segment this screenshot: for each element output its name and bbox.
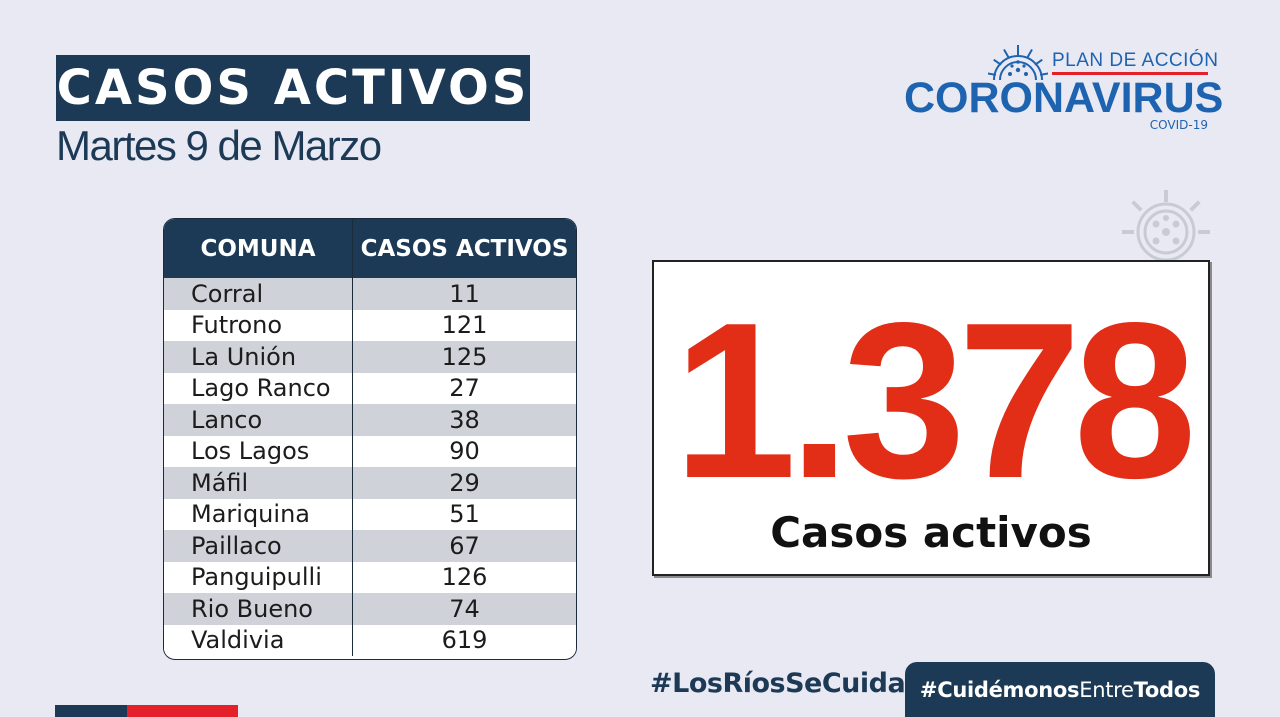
comuna-cell: Lanco xyxy=(164,404,353,436)
hashtag-part-2: Entre xyxy=(1079,677,1134,702)
comuna-cell: La Unión xyxy=(164,341,353,373)
comuna-cell: Los Lagos xyxy=(164,435,353,467)
casos-cell: 619 xyxy=(441,626,488,655)
comuna-cell: Paillaco xyxy=(164,530,353,562)
comuna-cell: Panguipulli xyxy=(164,561,353,593)
header-casos: CASOS ACTIVOS xyxy=(360,235,569,262)
virus-icon xyxy=(1122,190,1210,262)
hashtag-cuidemonos: #Cuidémonos Entre Todos xyxy=(905,662,1215,717)
table-row: Lago Ranco 27 xyxy=(164,372,576,404)
table-body: Corral 11 Futrono 121 La Unión 125 Lago Ranco 2… xyxy=(164,278,576,656)
virus-icon xyxy=(988,45,1048,81)
comuna-cell: Corral xyxy=(164,278,353,310)
comuna-cell: Valdivia xyxy=(164,624,353,656)
table-row: La Unión 125 xyxy=(164,341,576,373)
table-row: Mariquina 51 xyxy=(164,498,576,530)
casos-cell: 29 xyxy=(449,468,480,497)
footer-bar-red xyxy=(127,705,238,717)
table-row: Máfil 29 xyxy=(164,467,576,499)
comuna-cell: Lago Ranco xyxy=(164,372,353,404)
logo-divider xyxy=(1052,72,1208,75)
table-row: Valdivia 619 xyxy=(164,624,576,656)
casos-cell: 90 xyxy=(449,437,480,466)
cases-table: COMUNA CASOS ACTIVOS Corral 11 Futrono 121 L… xyxy=(163,218,577,660)
table-row: Panguipulli 126 xyxy=(164,561,576,593)
logo-sub: COVID-19 xyxy=(1149,118,1208,132)
casos-cell: 27 xyxy=(449,374,480,403)
table-row: Paillaco 67 xyxy=(164,530,576,562)
table-row: Corral 11 xyxy=(164,278,576,310)
casos-cell: 121 xyxy=(441,311,488,340)
title-banner: CASOS ACTIVOS xyxy=(56,55,530,121)
casos-cell: 74 xyxy=(449,594,480,623)
casos-cell: 11 xyxy=(449,279,480,308)
table-row: Lanco 38 xyxy=(164,404,576,436)
logo-name: CORONAVIRUS xyxy=(904,74,1224,122)
hashtag-losrios: #LosRíosSeCuida xyxy=(650,668,906,699)
casos-cell: 125 xyxy=(441,342,488,371)
table-header: COMUNA CASOS ACTIVOS xyxy=(164,219,576,278)
hashtag-part-1: #Cuidémonos xyxy=(919,677,1080,702)
comuna-cell: Rio Bueno xyxy=(164,593,353,625)
casos-cell: 51 xyxy=(449,500,480,529)
total-cases-label: Casos activos xyxy=(770,508,1092,557)
casos-cell: 38 xyxy=(449,405,480,434)
comuna-cell: Máfil xyxy=(164,467,353,499)
table-row: Rio Bueno 74 xyxy=(164,593,576,625)
casos-cell: 67 xyxy=(449,531,480,560)
table-row: Los Lagos 90 xyxy=(164,435,576,467)
casos-cell: 126 xyxy=(441,563,488,592)
page-title: CASOS ACTIVOS xyxy=(56,60,530,116)
hashtag-part-3: Todos xyxy=(1133,677,1201,702)
comuna-cell: Mariquina xyxy=(164,498,353,530)
total-cases-card: 1.378 Casos activos xyxy=(652,260,1210,576)
total-cases-number: 1.378 xyxy=(673,277,1197,525)
logo-plan-text: PLAN DE ACCIÓN xyxy=(1052,50,1219,71)
date-subtitle: Martes 9 de Marzo xyxy=(56,122,382,169)
comuna-cell: Futrono xyxy=(164,309,353,341)
header-comuna: COMUNA xyxy=(164,219,353,278)
table-row: Futrono 121 xyxy=(164,309,576,341)
footer-bar-blue xyxy=(55,705,127,717)
coronavirus-logo: PLAN DE ACCIÓN CORONAVIRUS COVID-19 xyxy=(900,38,1224,138)
